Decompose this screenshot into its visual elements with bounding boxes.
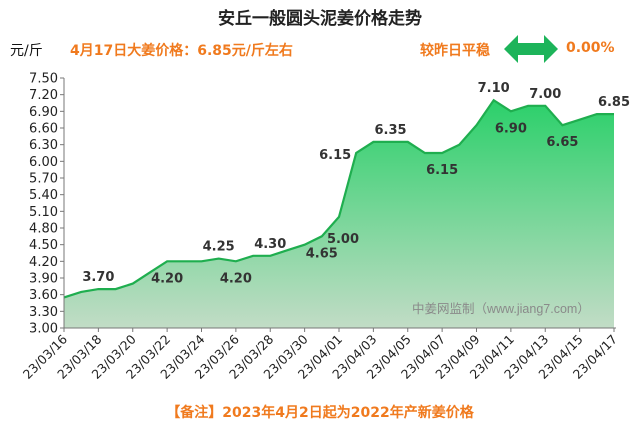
y-tick-label: 5.40 <box>29 188 58 203</box>
data-label: 4.20 <box>220 271 252 286</box>
y-tick-label: 3.60 <box>29 288 58 303</box>
x-axis: 23/03/1623/03/1823/03/2023/03/2223/03/24… <box>20 328 620 382</box>
y-tick-label: 3.00 <box>29 322 58 337</box>
y-axis: 3.00 3.30 3.603.90 4.20 4.504.80 5.10 5.405.70… <box>29 72 64 337</box>
y-tick-label: 6.90 <box>29 105 58 120</box>
y-tick-label: 5.10 <box>29 205 58 220</box>
footnote: 【备注】2023年4月2日起为2022年产新姜价格 <box>166 405 474 421</box>
data-label: 6.85 <box>598 95 630 110</box>
y-tick-label: 6.60 <box>29 122 58 137</box>
data-label: 6.35 <box>375 123 407 138</box>
data-label: 4.20 <box>151 271 183 286</box>
data-label: 6.90 <box>495 121 527 136</box>
y-tick-label: 3.90 <box>29 272 58 287</box>
data-label: 3.70 <box>82 270 114 285</box>
y-tick-label: 7.50 <box>29 72 58 87</box>
data-label: 4.25 <box>203 240 235 255</box>
data-label: 7.00 <box>529 87 561 102</box>
data-label: 6.15 <box>426 163 458 178</box>
y-tick-label: 4.50 <box>29 238 58 253</box>
chart-title: 安丘一般圆头泥姜价格走势 <box>218 9 422 29</box>
data-label: 5.00 <box>327 232 359 247</box>
y-tick-label: 7.20 <box>29 88 58 103</box>
data-label: 6.15 <box>319 148 351 163</box>
unit-label: 元/斤 <box>10 43 43 59</box>
change-value: 0.00% <box>566 40 615 56</box>
price-area <box>64 100 614 328</box>
data-label: 4.65 <box>306 246 338 261</box>
y-tick-label: 5.70 <box>29 172 58 187</box>
price-note: 4月17日大姜价格：6.85元/斤左右 <box>70 43 293 59</box>
y-tick-label: 3.30 <box>29 305 58 320</box>
y-tick-label: 4.80 <box>29 222 58 237</box>
compare-label: 较昨日平稳 <box>420 43 490 59</box>
data-label: 6.65 <box>546 135 578 150</box>
data-label: 7.10 <box>478 81 510 96</box>
price-line <box>63 98 614 299</box>
left-right-arrow-icon <box>504 35 558 63</box>
y-tick-label: 6.30 <box>29 138 58 153</box>
data-labels: 3.70 4.20 4.25 4.20 4.30 4.655.00 6.15 6.35 6.15… <box>82 81 630 286</box>
data-label: 4.30 <box>254 237 286 252</box>
y-tick-label: 6.00 <box>29 155 58 170</box>
watermark: 中姜网监制（www.jiang7.com） <box>412 301 590 316</box>
y-tick-label: 4.20 <box>29 255 58 270</box>
